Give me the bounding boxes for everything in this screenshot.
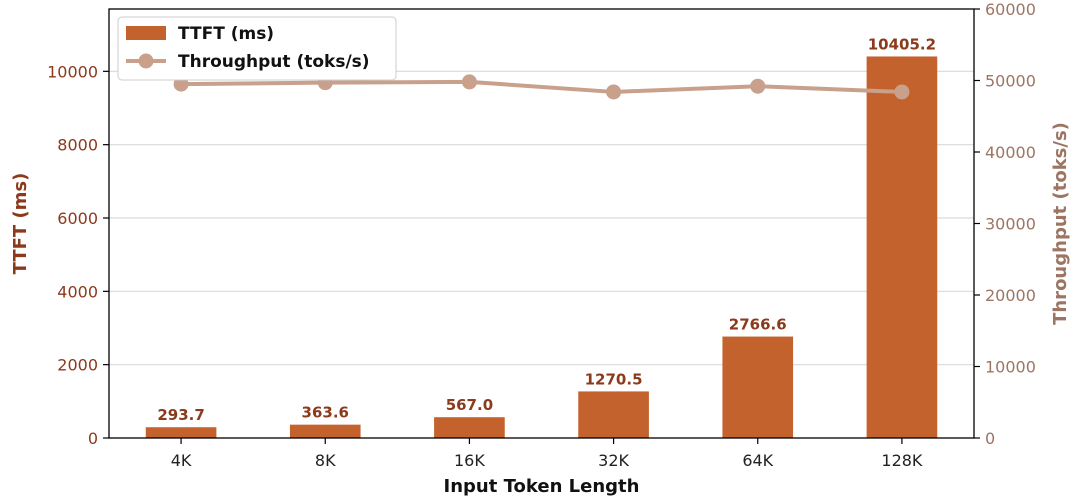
- x-tick-label: 8K: [315, 451, 336, 470]
- x-tick-label: 64K: [742, 451, 773, 470]
- left-tick-label: 2000: [57, 356, 98, 375]
- legend: TTFT (ms) Throughput (toks/s): [117, 16, 397, 81]
- x-tick-label: 4K: [171, 451, 192, 470]
- x-tick-label: 128K: [881, 451, 923, 470]
- throughput-line: [181, 79, 902, 94]
- right-tick-label: 0: [985, 429, 995, 448]
- left-tick-label: 10000: [47, 62, 98, 81]
- left-tick-label: 0: [88, 429, 98, 448]
- right-axis-title: Throughput (toks/s): [1050, 122, 1071, 325]
- throughput-point: [461, 74, 477, 90]
- bar: [578, 391, 649, 438]
- bar: [434, 417, 505, 438]
- legend-bar-label: TTFT (ms): [178, 24, 274, 44]
- x-axis-title: Input Token Length: [444, 476, 640, 497]
- bar: [722, 336, 794, 438]
- right-tick-label: 20000: [985, 286, 1036, 305]
- bar: [145, 427, 217, 438]
- right-tick-label: 10000: [985, 358, 1036, 377]
- throughput-point: [606, 84, 622, 100]
- left-tick-label: 8000: [57, 136, 98, 155]
- legend-line-marker: [138, 53, 154, 69]
- right-tick-label: 30000: [985, 215, 1036, 234]
- bar-value-label: 363.6: [302, 404, 349, 422]
- left-tick-label: 6000: [57, 209, 98, 228]
- right-axis-ticks: 0 10000 20000 30000 40000 50000 60000: [974, 0, 1036, 448]
- bar-value-label: 1270.5: [585, 370, 643, 388]
- bar: [866, 56, 938, 438]
- legend-box: [117, 16, 397, 81]
- left-axis-title: TTFT (ms): [10, 173, 31, 275]
- bar-value-label: 293.7: [157, 406, 204, 424]
- x-tick-label: 32K: [598, 451, 629, 470]
- bar-series: [145, 56, 938, 438]
- bar-data-labels: 293.7 363.6 567.0 1270.5 2766.6 10405.2: [157, 35, 936, 424]
- x-tick-label: 16K: [454, 451, 485, 470]
- line-series: [173, 74, 910, 100]
- bar: [289, 424, 361, 438]
- right-tick-label: 50000: [985, 72, 1036, 91]
- x-axis-ticks: 4K 8K 16K 32K 64K 128K: [171, 438, 923, 470]
- right-tick-label: 60000: [985, 0, 1036, 19]
- bar-value-label: 10405.2: [868, 35, 936, 53]
- left-tick-label: 4000: [57, 282, 98, 301]
- bar-value-label: 567.0: [446, 396, 493, 414]
- legend-bar-swatch: [126, 26, 166, 40]
- legend-line-label: Throughput (toks/s): [178, 52, 370, 72]
- bar-value-label: 2766.6: [729, 316, 787, 334]
- right-tick-label: 40000: [985, 143, 1036, 162]
- gridlines: [109, 70, 974, 366]
- throughput-point: [750, 78, 766, 94]
- throughput-point: [894, 84, 910, 100]
- left-axis-ticks: 0 2000 4000 6000 8000 10000: [47, 62, 109, 448]
